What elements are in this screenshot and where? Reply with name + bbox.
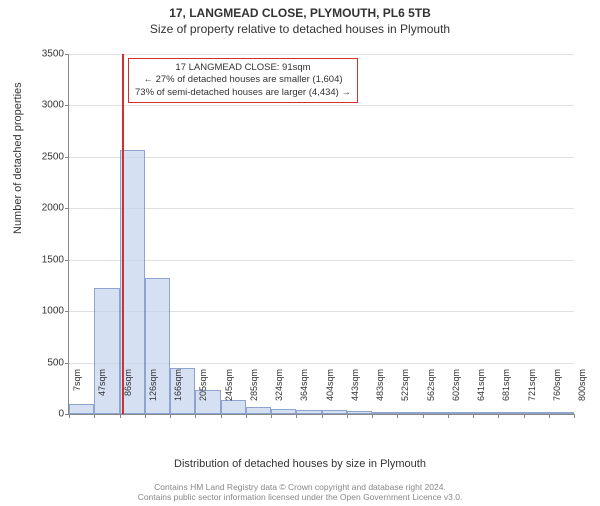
annotation-line-3: 73% of semi-detached houses are larger (… — [135, 87, 351, 99]
x-tick-mark — [296, 414, 297, 418]
chart-title-main: 17, LANGMEAD CLOSE, PLYMOUTH, PL6 5TB — [0, 6, 600, 20]
x-tick-label: 721sqm — [527, 369, 537, 419]
x-tick-label: 126sqm — [148, 369, 158, 419]
x-tick-label: 364sqm — [299, 369, 309, 419]
x-tick-label: 760sqm — [552, 369, 562, 419]
annotation-line-1: 17 LANGMEAD CLOSE: 91sqm — [135, 62, 351, 74]
plot-area: 05001000150020002500300035007sqm47sqm86s… — [68, 54, 574, 415]
x-axis-label: Distribution of detached houses by size … — [0, 458, 600, 470]
grid-line — [69, 157, 574, 158]
x-tick-label: 602sqm — [451, 369, 461, 419]
grid-line — [69, 54, 574, 55]
x-tick-label: 522sqm — [400, 369, 410, 419]
grid-line — [69, 260, 574, 261]
x-tick-label: 641sqm — [476, 369, 486, 419]
x-tick-mark — [322, 414, 323, 418]
chart-container: 05001000150020002500300035007sqm47sqm86s… — [68, 54, 573, 414]
x-tick-label: 86sqm — [123, 369, 133, 419]
x-tick-mark — [120, 414, 121, 418]
y-tick-mark — [65, 105, 69, 106]
marker-line — [122, 54, 124, 414]
x-tick-label: 285sqm — [249, 369, 259, 419]
y-tick-mark — [65, 157, 69, 158]
x-tick-mark — [448, 414, 449, 418]
x-tick-mark — [94, 414, 95, 418]
y-tick-mark — [65, 363, 69, 364]
annotation-box: 17 LANGMEAD CLOSE: 91sqm ← 27% of detach… — [128, 58, 358, 103]
x-tick-label: 800sqm — [577, 369, 587, 419]
x-tick-mark — [69, 414, 70, 418]
x-tick-mark — [498, 414, 499, 418]
x-tick-mark — [271, 414, 272, 418]
y-tick-label: 3500 — [24, 49, 64, 60]
y-tick-label: 2500 — [24, 151, 64, 162]
x-tick-mark — [372, 414, 373, 418]
x-tick-label: 483sqm — [375, 369, 385, 419]
footer-line-1: Contains HM Land Registry data © Crown c… — [0, 482, 600, 492]
x-tick-label: 404sqm — [325, 369, 335, 419]
x-tick-label: 443sqm — [350, 369, 360, 419]
y-tick-label: 1000 — [24, 306, 64, 317]
x-tick-mark — [524, 414, 525, 418]
y-tick-label: 500 — [24, 357, 64, 368]
footer-line-2: Contains public sector information licen… — [0, 492, 600, 502]
x-tick-mark — [221, 414, 222, 418]
x-tick-mark — [473, 414, 474, 418]
y-tick-label: 3000 — [24, 100, 64, 111]
y-tick-mark — [65, 208, 69, 209]
x-tick-mark — [423, 414, 424, 418]
x-tick-mark — [347, 414, 348, 418]
annotation-line-2: ← 27% of detached houses are smaller (1,… — [135, 74, 351, 86]
x-tick-mark — [195, 414, 196, 418]
y-tick-label: 0 — [24, 409, 64, 420]
x-tick-mark — [246, 414, 247, 418]
x-tick-label: 681sqm — [501, 369, 511, 419]
grid-line — [69, 208, 574, 209]
chart-title-sub: Size of property relative to detached ho… — [0, 22, 600, 36]
footer: Contains HM Land Registry data © Crown c… — [0, 482, 600, 502]
x-tick-mark — [574, 414, 575, 418]
x-tick-label: 47sqm — [97, 369, 107, 419]
y-tick-label: 2000 — [24, 203, 64, 214]
y-tick-mark — [65, 54, 69, 55]
x-tick-label: 562sqm — [426, 369, 436, 419]
x-tick-mark — [170, 414, 171, 418]
x-tick-mark — [397, 414, 398, 418]
x-tick-label: 205sqm — [198, 369, 208, 419]
y-tick-mark — [65, 260, 69, 261]
grid-line — [69, 105, 574, 106]
x-tick-mark — [145, 414, 146, 418]
x-tick-label: 166sqm — [173, 369, 183, 419]
y-axis-label: Number of detached properties — [12, 82, 24, 234]
x-tick-mark — [549, 414, 550, 418]
x-tick-label: 7sqm — [72, 369, 82, 419]
y-tick-mark — [65, 311, 69, 312]
x-tick-label: 245sqm — [224, 369, 234, 419]
y-tick-label: 1500 — [24, 254, 64, 265]
x-tick-label: 324sqm — [274, 369, 284, 419]
